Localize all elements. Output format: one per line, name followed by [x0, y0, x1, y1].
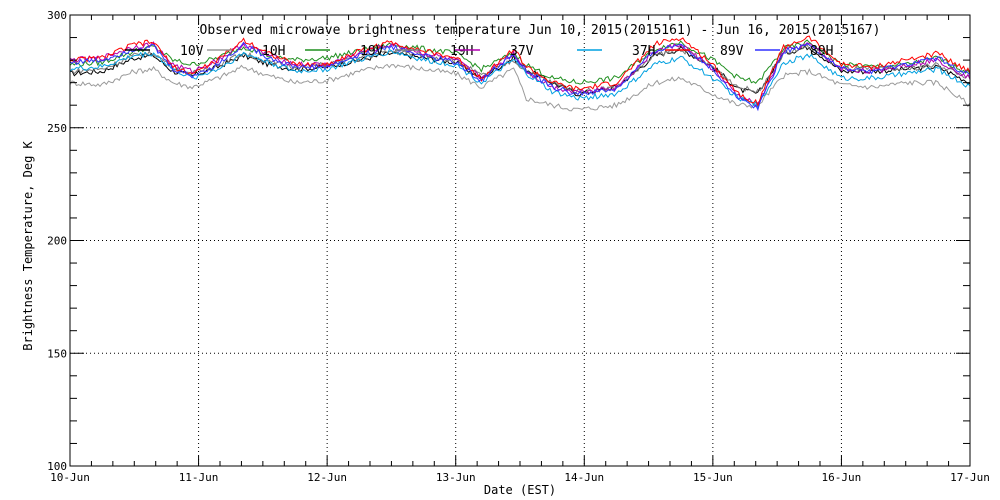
y-tick-label: 250	[47, 122, 67, 135]
chart-title: Observed microwave brightness temperatur…	[200, 23, 881, 38]
x-tick-label: 14-Jun	[564, 471, 604, 484]
legend-label-89h: 89H	[810, 44, 833, 59]
x-tick-label: 15-Jun	[693, 471, 733, 484]
series-line-37h	[69, 48, 971, 110]
series-line-89v	[69, 35, 971, 107]
legend-label-19h: 19H	[450, 44, 473, 59]
legend-label-89v: 89V	[720, 44, 744, 59]
tick-labels: 10-Jun 11-Jun 12-Jun 13-Jun 14-Jun 15-Jun 16-J…	[47, 9, 990, 484]
legend-label-19v: 19V	[360, 44, 384, 59]
series-line-10h	[69, 63, 971, 112]
y-tick-label: 150	[47, 347, 67, 360]
series-line-37v	[69, 41, 971, 108]
series-line-89h	[69, 41, 971, 112]
axis-ticks	[69, 14, 971, 467]
series-line-19h	[69, 44, 971, 95]
y-axis-label: Brightness Temperature, Deg K	[21, 140, 35, 350]
series-lines	[69, 35, 971, 112]
x-tick-label: 10-Jun	[50, 471, 90, 484]
x-tick-label: 13-Jun	[436, 471, 476, 484]
x-tick-label: 11-Jun	[179, 471, 219, 484]
legend-label-37h: 37H	[632, 44, 655, 59]
x-tick-label: 12-Jun	[307, 471, 347, 484]
y-tick-label: 100	[47, 460, 67, 473]
x-axis-label: Date (EST)	[484, 483, 556, 497]
legend-label-37v: 37V	[510, 44, 534, 59]
y-tick-label: 200	[47, 235, 67, 248]
x-tick-label: 16-Jun	[822, 471, 862, 484]
x-tick-label: 17-Jun	[950, 471, 990, 484]
legend-label-10h: 10H	[262, 44, 285, 59]
legend-label-10v: 10V	[180, 44, 204, 59]
legend: 10V 10H 19V 19H 37V 37H 89V 89H	[125, 44, 833, 59]
y-tick-label: 300	[47, 9, 67, 22]
